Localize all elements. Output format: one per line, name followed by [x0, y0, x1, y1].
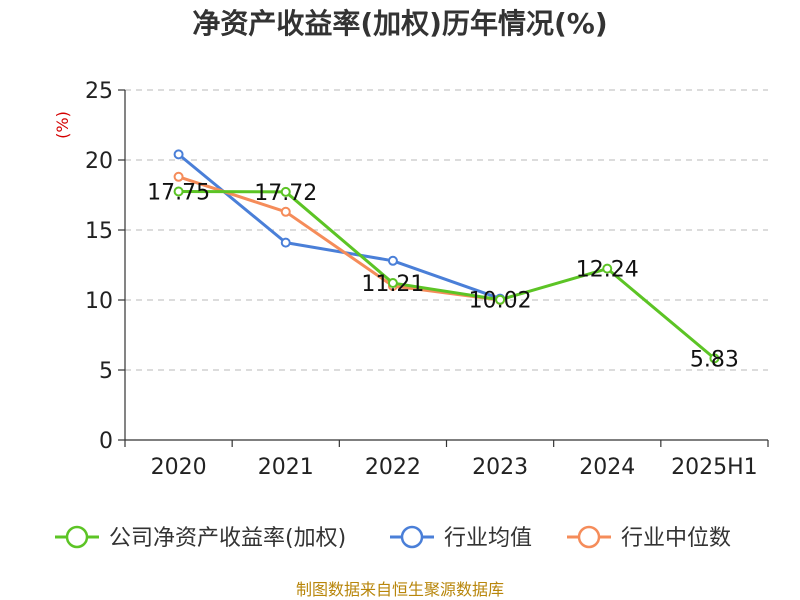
grid-lines — [125, 89, 768, 371]
data-point — [495, 294, 506, 305]
data-labels: 17.75 17.72 11.21 10.02 12.24 5.83 — [147, 181, 739, 373]
data-point — [387, 255, 398, 266]
data-point — [173, 171, 184, 182]
y-tick-label: 25 — [85, 79, 113, 104]
y-tick-label: 10 — [85, 289, 113, 314]
data-point — [602, 263, 613, 274]
x-tick-label: 2024 — [579, 455, 635, 480]
legend-label: 行业均值 — [444, 526, 532, 551]
data-label: 10.02 — [469, 289, 532, 314]
legend-marker — [400, 525, 424, 549]
y-tick-label: 15 — [85, 219, 113, 244]
y-tick-label: 0 — [99, 429, 113, 454]
series-group — [173, 149, 720, 364]
data-point — [280, 237, 291, 248]
y-tick-label: 5 — [99, 359, 113, 384]
x-tick-label: 2023 — [472, 455, 528, 480]
axes: 0 5 10 15 20 25 2020 2021 2022 2023 2024 2025H1 — [85, 79, 769, 480]
legend-marker — [65, 525, 89, 549]
series-line — [177, 153, 501, 301]
chart-title: 净资产收益率(加权)历年情况(%) — [192, 7, 607, 40]
series-1 — [173, 149, 506, 304]
data-point — [173, 149, 184, 160]
legend-item[interactable]: 行业均值 — [390, 525, 532, 551]
data-point — [387, 278, 398, 289]
data-label: 17.75 — [147, 181, 210, 206]
y-tick-label: 20 — [85, 149, 113, 174]
data-point — [709, 353, 720, 364]
data-point — [280, 206, 291, 217]
source-note: 制图数据来自恒生聚源数据库 — [296, 580, 504, 599]
x-tick-label: 2021 — [258, 455, 314, 480]
legend-marker — [577, 525, 601, 549]
data-label: 11.21 — [361, 272, 424, 297]
series-0 — [173, 186, 720, 364]
series-line — [178, 175, 501, 302]
legend-item[interactable]: 行业中位数 — [567, 525, 731, 551]
legend-label: 公司净资产收益率(加权) — [109, 526, 346, 551]
y-axis-unit: (%) — [53, 111, 72, 139]
data-label: 17.72 — [254, 181, 317, 206]
x-tick-label: 2022 — [365, 455, 421, 480]
data-label: 12.24 — [576, 258, 639, 283]
data-label: 5.83 — [690, 347, 739, 372]
data-point — [173, 186, 184, 197]
data-point — [280, 186, 291, 197]
x-tick-label: 2020 — [151, 455, 207, 480]
series-line — [178, 190, 716, 360]
legend: 公司净资产收益率(加权) 行业均值 行业中位数 — [55, 525, 731, 551]
legend-item[interactable]: 公司净资产收益率(加权) — [55, 525, 346, 551]
legend-label: 行业中位数 — [621, 526, 731, 551]
x-tick-label: 2025H1 — [671, 455, 758, 480]
